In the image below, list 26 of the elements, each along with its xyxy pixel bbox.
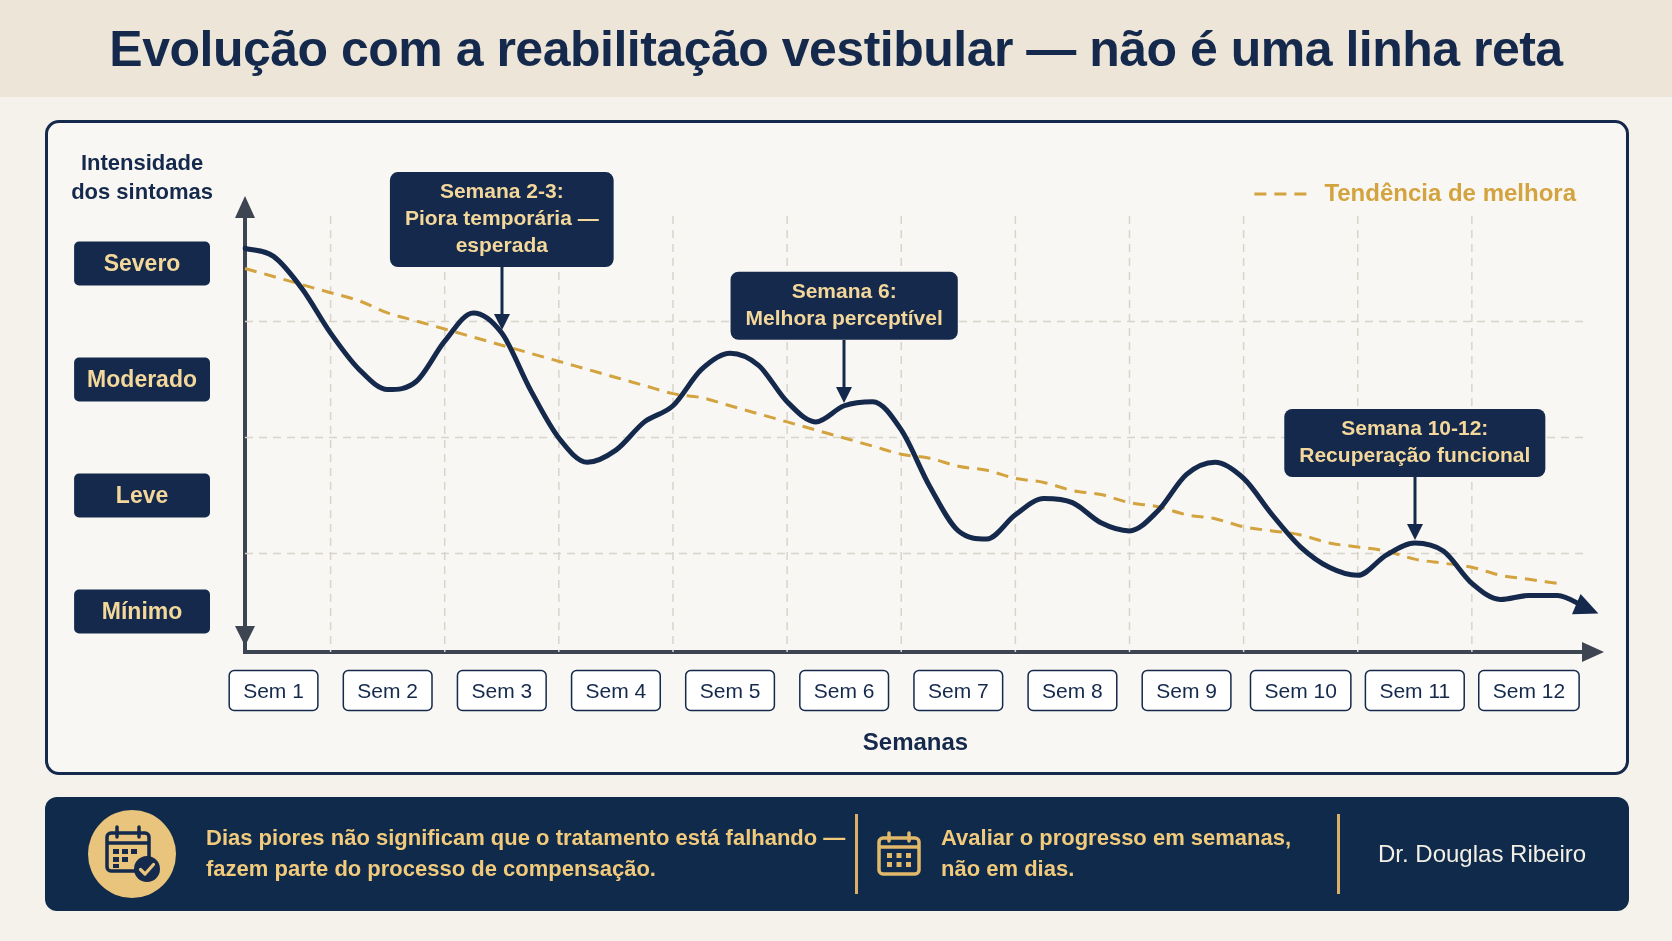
text: Mínimo [101, 597, 183, 624]
x-tick-label: Sem 2 [357, 679, 419, 703]
annotation: Semana 2-3: Piora temporária — esperada [404, 179, 599, 257]
x-tick-label: Sem 7 [927, 679, 989, 703]
text: Leve [115, 481, 169, 508]
x-tick-label: Sem 5 [699, 679, 761, 703]
text: Dias piores não significam que o tratamento está falhando — fazem parte do processo de compensação. [206, 824, 846, 883]
text: Moderado [87, 365, 197, 392]
x-tick-label: Sem 4 [585, 679, 647, 703]
y-axis-title: Intensidade dos sintomas [71, 150, 213, 205]
x-tick-label: Sem 10 [1264, 679, 1337, 703]
x-tick-label: Sem 9 [1156, 679, 1217, 703]
x-tick-label: Sem 8 [1042, 679, 1103, 703]
annotation: Semana 10-12: Recuperação funcional [1299, 416, 1531, 467]
text: Dr. Douglas Ribeiro [1378, 840, 1587, 868]
x-tick-label: Sem 11 [1379, 679, 1451, 703]
text: Severo [103, 249, 181, 276]
legend-label: Tendência de melhora [1324, 178, 1577, 206]
x-tick-label: Sem 3 [471, 679, 533, 703]
text: Avaliar o progresso em semanas, não em dias. [941, 824, 1292, 883]
x-tick-label: Sem 12 [1492, 679, 1566, 703]
x-tick-label: Sem 6 [813, 679, 875, 703]
x-axis-title: Semanas [862, 728, 969, 756]
x-tick-label: Sem 1 [243, 679, 304, 703]
annotation: Semana 6: Melhora perceptível [745, 279, 943, 330]
chart-title: Evolução com a reabilitação vestibular — não é uma linha reta [109, 19, 1563, 78]
